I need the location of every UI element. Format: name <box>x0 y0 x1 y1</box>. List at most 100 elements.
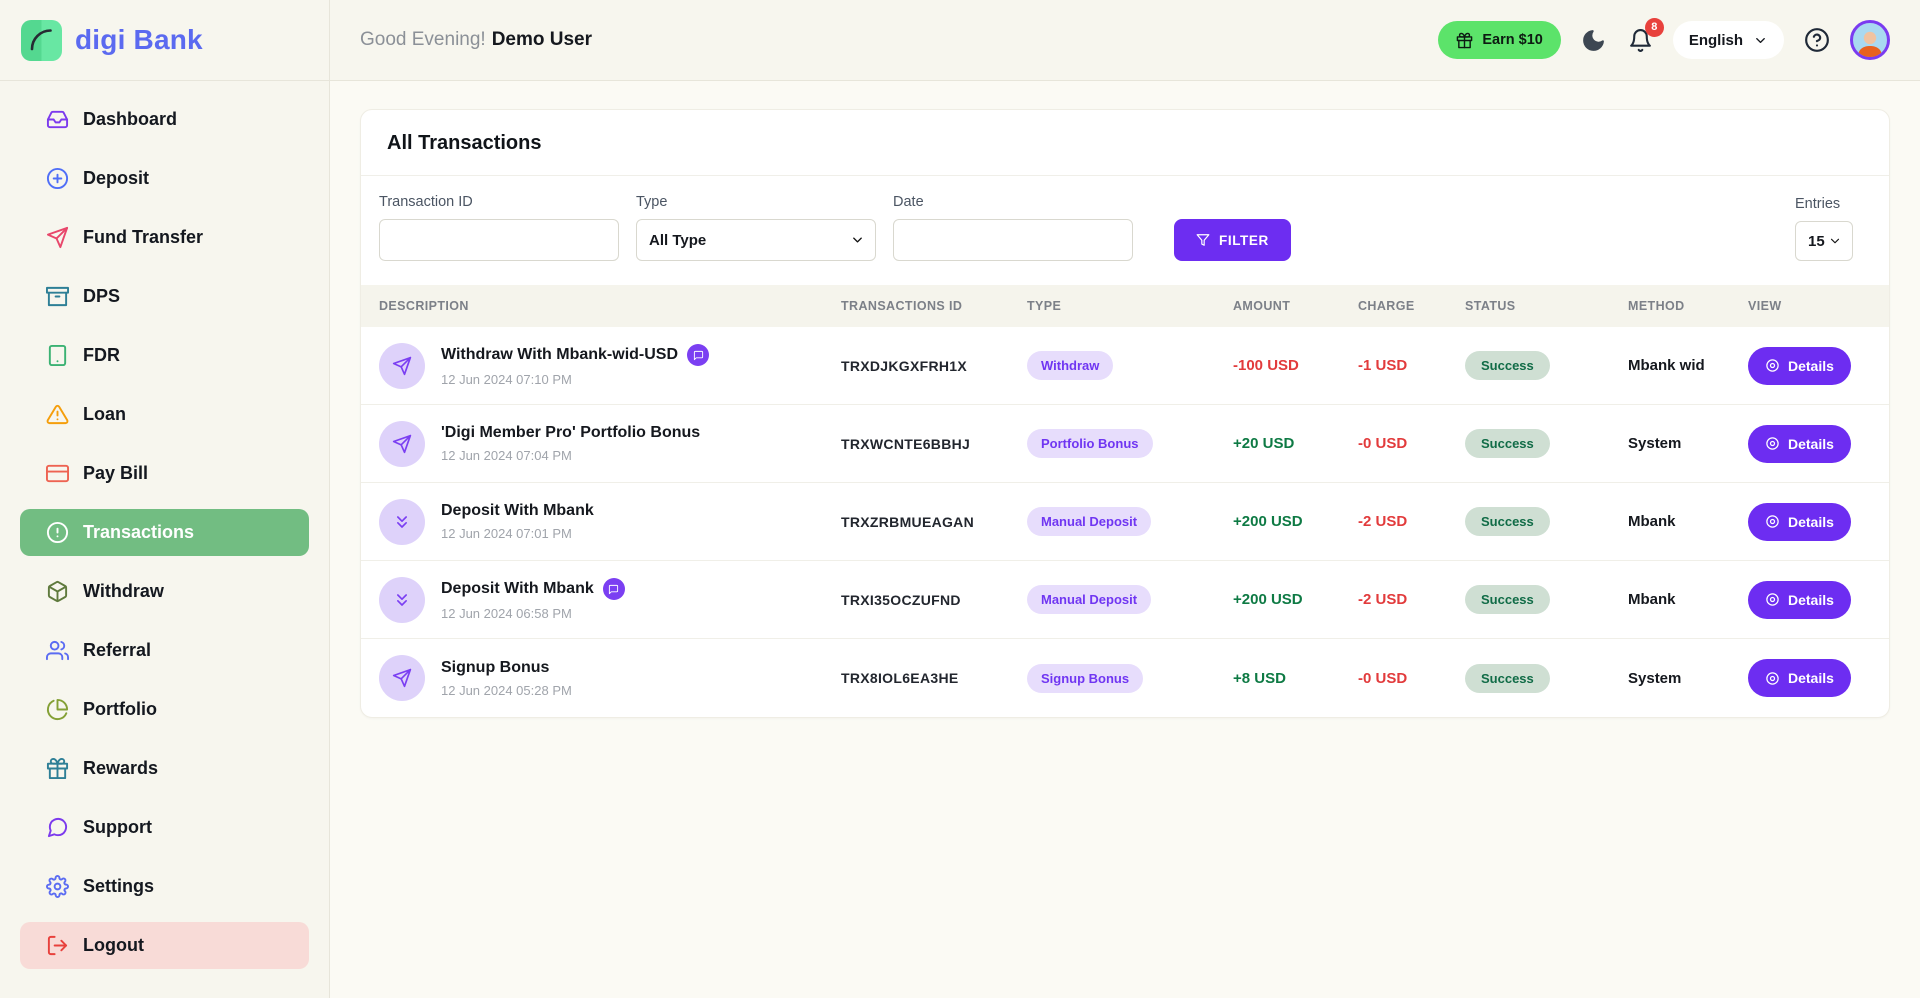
description-cell: Withdraw With Mbank-wid-USD 12 Jun 2024 0… <box>379 327 841 404</box>
sidebar-item-dashboard[interactable]: Dashboard <box>20 96 309 143</box>
sidebar-item-fdr[interactable]: FDR <box>20 332 309 379</box>
sidebar-item-fund-transfer[interactable]: Fund Transfer <box>20 214 309 261</box>
transaction-id: TRXZRBMUEAGAN <box>841 513 975 530</box>
sidebar-item-withdraw[interactable]: Withdraw <box>20 568 309 615</box>
help-button[interactable] <box>1802 25 1832 55</box>
charge-value: -2 USD <box>1358 513 1408 530</box>
transaction-id-input[interactable] <box>379 219 619 261</box>
sidebar-item-dps[interactable]: DPS <box>20 273 309 320</box>
column-header: VIEW <box>1748 299 1782 313</box>
sidebar-item-deposit[interactable]: Deposit <box>20 155 309 202</box>
transaction-title: Deposit With Mbank <box>441 502 594 519</box>
amount-value: -100 USD <box>1233 357 1299 374</box>
notifications-button[interactable]: 8 <box>1626 17 1664 55</box>
charge-value: -0 USD <box>1358 435 1408 452</box>
column-header: CHARGE <box>1358 299 1415 313</box>
sidebar-item-rewards[interactable]: Rewards <box>20 745 309 792</box>
type-filter: Type All Type <box>636 194 876 261</box>
send-icon <box>46 226 69 249</box>
amount-value: +200 USD <box>1233 591 1303 608</box>
sidebar-item-label: Logout <box>83 935 144 955</box>
sidebar-item-label: Fund Transfer <box>83 227 204 247</box>
table-body: Withdraw With Mbank-wid-USD 12 Jun 2024 0… <box>361 327 1889 717</box>
transaction-title: Withdraw With Mbank-wid-USD <box>441 346 679 363</box>
note-icon[interactable] <box>687 344 710 366</box>
sidebar-item-portfolio[interactable]: Portfolio <box>20 686 309 733</box>
table-row: Signup Bonus 12 Jun 2024 05:28 PM TRX8IOL6… <box>361 639 1889 717</box>
eye-icon <box>1765 671 1780 686</box>
sidebar-item-support[interactable]: Support <box>20 804 309 851</box>
note-icon[interactable] <box>602 578 625 600</box>
filter-button[interactable]: FILTER <box>1174 219 1291 261</box>
method-value: Mbank <box>1628 591 1676 608</box>
sidebar-item-referral[interactable]: Referral <box>20 627 309 674</box>
description-cell: Deposit With Mbank 12 Jun 2024 07:01 PM <box>379 483 841 560</box>
date-filter: Date <box>893 194 1133 261</box>
gift-icon <box>46 757 69 780</box>
sidebar-item-label: Portfolio <box>83 699 157 719</box>
archive-icon <box>46 285 69 308</box>
type-badge: Portfolio Bonus <box>1027 429 1153 458</box>
box-icon <box>46 580 69 603</box>
dark-mode-toggle[interactable] <box>1579 26 1608 55</box>
type-badge: Signup Bonus <box>1027 663 1144 693</box>
sidebar-item-label: Dashboard <box>83 109 178 129</box>
sidebar-item-label: Withdraw <box>83 581 164 601</box>
table-row: 'Digi Member Pro' Portfolio Bonus 12 Jun … <box>361 405 1889 483</box>
transactions-card: All Transactions Transaction ID Type All… <box>360 109 1890 718</box>
details-button[interactable]: Details <box>1748 580 1851 619</box>
type-select[interactable]: All Type <box>636 219 876 261</box>
table-header-row: DESCRIPTION TRANSACTIONS ID TYPE AMOUNT CHAR… <box>361 285 1889 327</box>
language-selector[interactable]: English <box>1672 21 1784 59</box>
amount-value: +8 USD <box>1233 669 1286 687</box>
column-header: STATUS <box>1465 299 1516 313</box>
topbar: Good Evening! Demo User Earn $10 8 Englis… <box>330 0 1920 81</box>
type-label: Type <box>636 194 668 210</box>
help-circle-icon <box>1804 27 1830 53</box>
entries-select[interactable]: 15 <box>1795 221 1853 261</box>
tablet-icon <box>46 344 69 367</box>
chevrons-down-icon <box>379 498 425 545</box>
transaction-id: TRXWCNTE6BBHJ <box>841 435 971 452</box>
details-button[interactable]: Details <box>1748 502 1851 541</box>
brand-logo[interactable]: digi Bank <box>0 0 329 81</box>
details-button[interactable]: Details <box>1748 659 1851 697</box>
charge-value: -2 USD <box>1358 591 1408 608</box>
details-button[interactable]: Details <box>1748 346 1851 385</box>
transaction-id: TRXDJKGXFRH1X <box>841 357 968 374</box>
description-cell: 'Digi Member Pro' Portfolio Bonus 12 Jun … <box>379 405 841 482</box>
log-out-icon <box>46 934 69 957</box>
alert-circle-icon <box>46 521 69 544</box>
entries-control: Entries 15 <box>1795 196 1853 261</box>
transaction-id-filter: Transaction ID <box>379 194 619 261</box>
sidebar-item-pay-bill[interactable]: Pay Bill <box>20 450 309 497</box>
sidebar-item-transactions[interactable]: Transactions <box>20 509 309 556</box>
transaction-datetime: 12 Jun 2024 07:04 PM <box>441 448 572 463</box>
chevron-down-icon <box>1753 33 1768 48</box>
earn-button[interactable]: Earn $10 <box>1438 21 1561 59</box>
greeting-label: Good Evening! <box>360 29 486 50</box>
settings-icon <box>46 875 69 898</box>
avatar[interactable] <box>1850 20 1890 60</box>
sidebar-item-settings[interactable]: Settings <box>20 863 309 910</box>
sidebar-item-logout[interactable]: Logout <box>20 922 309 969</box>
entries-label: Entries <box>1795 196 1841 212</box>
column-header: METHOD <box>1628 299 1685 313</box>
column-header: AMOUNT <box>1233 299 1291 313</box>
eye-icon <box>1765 436 1780 451</box>
status-badge: Success <box>1465 429 1550 458</box>
details-button[interactable]: Details <box>1748 424 1851 463</box>
sidebar: digi Bank Dashboard Deposit Fund Transfer D… <box>0 0 330 998</box>
status-badge: Success <box>1465 507 1550 536</box>
brand-logo-icon <box>21 19 62 61</box>
transaction-id: TRX8IOL6EA3HE <box>841 670 959 686</box>
details-button-label: Details <box>1788 435 1834 452</box>
details-button-label: Details <box>1788 591 1834 608</box>
eye-icon <box>1765 358 1780 373</box>
users-icon <box>46 639 69 662</box>
sidebar-item-loan[interactable]: Loan <box>20 391 309 438</box>
notification-badge: 8 <box>1644 17 1664 37</box>
date-input[interactable] <box>893 219 1133 261</box>
brand-name: digi Bank <box>75 24 203 55</box>
description-cell: Deposit With Mbank 12 Jun 2024 06:58 PM <box>379 561 841 638</box>
